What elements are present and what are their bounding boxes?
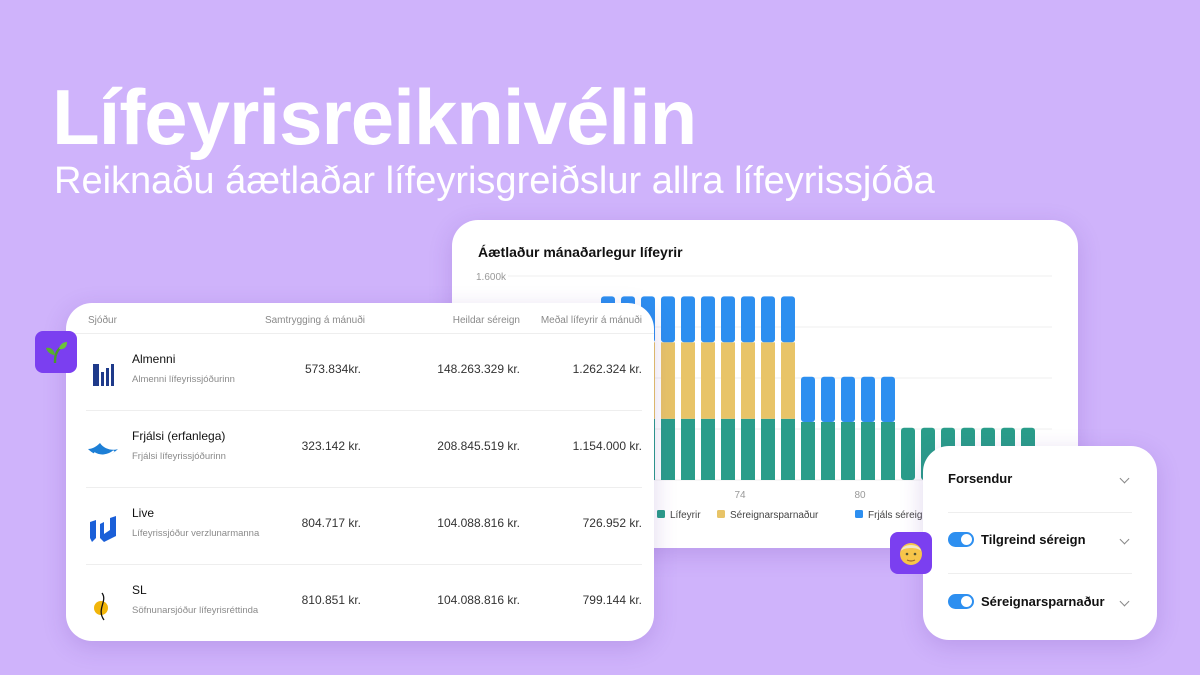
x-tick-label: 74 [734,490,746,501]
x-tick-label: 80 [854,490,866,501]
col-header-medal: Meðal lífeyrir á mánuði [540,315,642,326]
older-person-icon [900,543,922,565]
bar-segment-séreignarsparnaður [661,342,675,419]
frjalsi-logo [86,437,120,467]
bar-segment-frjáls séreign [841,376,855,422]
legend-label: Lífeyrir [670,510,701,521]
accordion-label: Forsendur [948,471,1013,486]
fund-fullname: Lífeyrissjóður verzlunarmanna [132,528,260,539]
bar-segment-séreignarsparnaður [741,342,755,419]
almenni-logo [86,360,120,390]
chevron-down-icon[interactable] [1119,534,1130,545]
older-person-badge [890,532,932,574]
y-tick-label: 1.600k [476,272,507,283]
bar-segment-lífeyrir [681,418,695,480]
samtrygging-value: 573.834kr. [304,362,361,376]
legend-swatch [855,510,863,518]
bar-segment-lífeyrir [801,421,815,480]
sereign-value: 148.263.329 kr. [437,362,520,376]
table-row[interactable]: Live Lífeyrissjóður verzlunarmanna 804.7… [66,488,654,565]
toggle-sereignarsparnadur[interactable] [948,594,974,609]
samtrygging-value: 323.142 kr. [301,439,361,453]
bar-segment-séreignarsparnaður [721,342,735,419]
funds-table: Sjóður Samtrygging á mánuði Heildar sére… [66,303,654,641]
bar-segment-frjáls séreign [881,376,895,422]
accordion-label: Tilgreind séreign [981,532,1086,547]
bar-segment-frjáls séreign [821,376,835,422]
bar-segment-frjáls séreign [701,296,715,343]
bar-segment-séreignarsparnaður [761,342,775,419]
divider [948,573,1132,574]
bar-segment-frjáls séreign [781,296,795,343]
bar-segment-frjáls séreign [661,296,675,343]
legend-swatch [717,510,725,518]
legend-label: Séreignarsparnaður [730,509,819,521]
accordion-tilgreind-sereign[interactable]: Tilgreind séreign [948,509,1132,570]
bar-segment-séreignarsparnaður [781,342,795,419]
bar-segment-frjáls séreign [681,296,695,343]
legend-swatch [657,510,665,518]
bar-segment-lífeyrir [881,421,895,480]
chevron-down-icon[interactable] [1119,596,1130,607]
divider [66,333,654,334]
fund-fullname: Frjálsi lífeyrissjóðurinn [132,451,226,462]
table-row[interactable]: Almenni Almenni lífeyrissjóðurinn 573.83… [66,334,654,411]
fund-name: Live [132,506,155,520]
hero-subtitle: Reiknaðu áætlaðar lífeyrisgreiðslur allr… [54,160,935,202]
row-divider [86,410,642,411]
table-row[interactable]: Frjálsi (erfanlega) Frjálsi lífeyrissjóð… [66,411,654,488]
bar-segment-lífeyrir [861,421,875,480]
bar-segment-séreignarsparnaður [701,342,715,419]
live-logo [86,514,120,544]
bar-segment-lífeyrir [741,418,755,480]
bar-segment-lífeyrir [901,427,915,480]
divider [948,512,1132,513]
settings-panel: Forsendur Tilgreind séreign Séreignarspa… [923,446,1157,640]
accordion-forsendur[interactable]: Forsendur [948,448,1132,509]
bar-segment-lífeyrir [721,418,735,480]
toggle-tilgreind-sereign[interactable] [948,532,974,547]
fund-fullname: Söfnunarsjóður lífeyrisréttinda [132,605,259,616]
table-row[interactable]: SL Söfnunarsjóður lífeyrisréttinda 810.8… [66,565,654,642]
chevron-down-icon[interactable] [1119,473,1130,484]
col-header-samtrygging: Samtrygging á mánuði [264,315,365,326]
row-divider [86,564,642,565]
bar-segment-lífeyrir [781,418,795,480]
sereign-value: 104.088.816 kr. [437,516,520,530]
fund-name: Frjálsi (erfanlega) [132,429,226,443]
samtrygging-value: 804.717 kr. [301,516,361,530]
legend-label: Frjáls séreign [868,510,928,521]
bar-segment-frjáls séreign [801,376,815,422]
accordion-label: Séreignarsparnaður [981,594,1105,609]
sereign-value: 208.845.519 kr. [437,439,520,453]
row-divider [86,487,642,488]
bar-segment-frjáls séreign [741,296,755,343]
fund-fullname: Almenni lífeyrissjóðurinn [132,374,235,385]
bar-segment-séreignarsparnaður [681,342,695,419]
fund-name: SL [132,583,147,597]
sprout-badge [35,331,77,373]
medal-value: 726.952 kr. [582,516,642,530]
hero-title: Lífeyrisreiknivélin [52,73,697,161]
bar-segment-lífeyrir [661,418,675,480]
sereign-value: 104.088.816 kr. [437,593,520,607]
medal-value: 1.154.000 kr. [572,439,642,453]
bar-segment-lífeyrir [761,418,775,480]
bar-segment-lífeyrir [701,418,715,480]
medal-value: 799.144 kr. [582,593,642,607]
col-header-sereign: Heildar séreign [452,315,520,326]
fund-name: Almenni [132,352,176,366]
sprout-icon [46,342,67,364]
bar-segment-frjáls séreign [861,376,875,422]
col-header-fund: Sjóður [88,315,117,326]
accordion-sereignarsparnadur[interactable]: Séreignarsparnaður [948,571,1132,632]
bar-segment-frjáls séreign [721,296,735,343]
bar-segment-lífeyrir [841,421,855,480]
bar-segment-lífeyrir [821,421,835,480]
medal-value: 1.262.324 kr. [572,362,642,376]
chart-title: Áætlaður mánaðarlegur lífeyrir [478,244,683,260]
bar-segment-frjáls séreign [761,296,775,343]
sl-logo [86,591,120,621]
samtrygging-value: 810.851 kr. [301,593,361,607]
